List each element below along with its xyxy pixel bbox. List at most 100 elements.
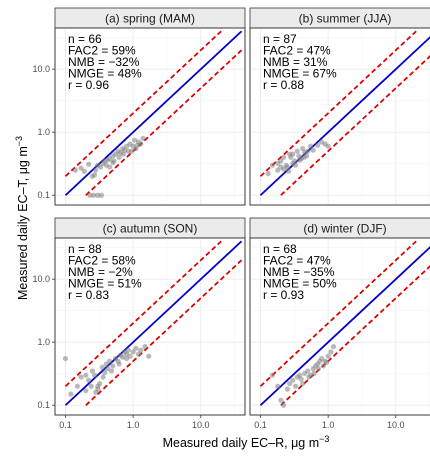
data-point (86, 161, 92, 167)
stat-line: NMGE = 51% (68, 277, 142, 291)
data-point (298, 376, 304, 382)
data-point (292, 383, 299, 389)
panel-border (249, 237, 430, 416)
factor2-lower-line (85, 49, 243, 196)
data-point (135, 351, 142, 357)
stat-line: NMB = −35% (263, 265, 335, 279)
data-point (131, 137, 138, 143)
data-point (68, 391, 74, 397)
factor2-upper-line (259, 240, 417, 387)
data-point (110, 363, 116, 369)
y-axis-title: Measured daily EC–T, μg m−3 (14, 136, 30, 300)
data-point (315, 142, 321, 148)
stat-line: r = 0.83 (68, 288, 109, 302)
data-point (120, 151, 127, 157)
data-point (310, 147, 316, 153)
data-point (102, 369, 108, 376)
data-point (95, 383, 101, 389)
data-point (86, 377, 92, 383)
data-point (265, 171, 271, 177)
data-point (287, 151, 293, 157)
stat-line: NMGE = 48% (68, 67, 142, 81)
stat-line: NMB = −2% (68, 265, 133, 279)
data-point (275, 383, 281, 389)
data-point (107, 358, 113, 364)
data-point (305, 368, 311, 374)
stat-line: FAC2 = 47% (263, 44, 331, 58)
data-point (305, 148, 311, 154)
data-point (74, 383, 80, 389)
y-tick-label: 0.1 (37, 190, 50, 200)
data-point (138, 347, 144, 353)
data-point (99, 364, 105, 370)
data-point (95, 192, 101, 198)
stat-line: r = 0.88 (263, 78, 304, 92)
data-point (307, 143, 314, 149)
data-point (297, 372, 303, 378)
data-point (92, 372, 98, 378)
data-point (134, 142, 140, 148)
panel-border (249, 27, 430, 206)
data-point (105, 366, 111, 372)
data-point (81, 168, 87, 174)
data-point (129, 148, 135, 154)
factor2-lower-line (280, 265, 430, 406)
data-point (294, 148, 300, 154)
data-point (130, 349, 136, 355)
x-axis-title: Measured daily EC–R, μg m−3 (163, 434, 330, 450)
data-point (120, 354, 126, 360)
data-point (325, 353, 331, 359)
stat-line: r = 0.96 (68, 78, 109, 92)
data-point (107, 164, 113, 170)
factor2-upper-line (259, 30, 417, 177)
data-point (83, 372, 89, 378)
data-point (146, 353, 152, 359)
data-point (93, 167, 99, 173)
stat-line: r = 0.93 (263, 288, 304, 302)
one-to-one-line (259, 246, 430, 406)
stat-line: NMB = 31% (263, 55, 328, 69)
stat-line: FAC2 = 59% (68, 44, 136, 58)
data-point (330, 344, 337, 350)
data-point (328, 349, 334, 355)
data-point (315, 366, 322, 372)
x-tick-label: 1.0 (127, 420, 140, 430)
data-point (292, 162, 299, 168)
data-point (78, 374, 84, 380)
data-point (87, 192, 93, 198)
x-axis-title-superscript: −3 (319, 434, 329, 444)
data-point (108, 368, 115, 374)
x-axis-title-text: Measured daily EC–R, μg m (163, 436, 320, 450)
data-point (303, 153, 310, 159)
stat-line: NMGE = 50% (263, 277, 337, 291)
data-point (311, 370, 317, 376)
data-point (300, 381, 306, 387)
y-axis-title-superscript: −3 (14, 136, 24, 146)
data-point (320, 363, 326, 369)
y-tick-label: 0.1 (37, 400, 50, 410)
stat-line: n = 87 (263, 32, 297, 46)
data-point (103, 361, 109, 367)
stat-line: FAC2 = 58% (68, 254, 136, 268)
data-point (72, 167, 78, 173)
x-tick-label: 1.0 (322, 420, 335, 430)
panel-title: (a) spring (MAM) (105, 12, 195, 26)
factor2-upper-line (64, 240, 222, 387)
factor2-upper-line (64, 30, 222, 177)
data-point (278, 397, 284, 403)
data-point (98, 192, 105, 198)
factor2-lower-line (85, 259, 243, 406)
data-point (297, 157, 303, 163)
stat-line: NMB = −32% (68, 55, 140, 69)
data-point (290, 377, 296, 383)
data-point (133, 345, 139, 351)
data-point (269, 372, 275, 378)
data-point (287, 381, 293, 387)
data-point (325, 143, 331, 149)
data-point (116, 361, 122, 367)
data-point (110, 159, 116, 166)
panel-border (54, 237, 246, 416)
data-point (90, 192, 97, 198)
